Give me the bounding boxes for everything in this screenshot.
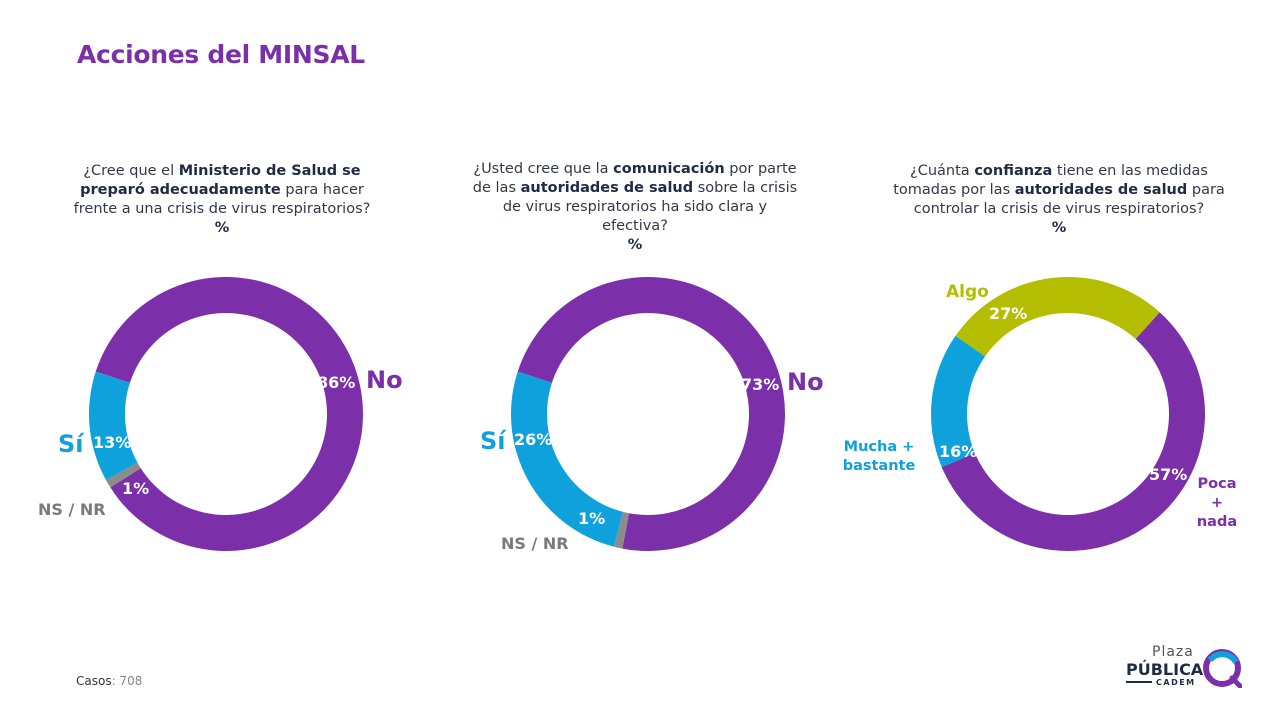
question-3-text-a: ¿Cuánta (910, 163, 975, 179)
question-3-text-b: tiene en las medidas tomadas por las (893, 163, 1208, 198)
chart-3-label-mucha: Mucha + bastante (842, 439, 916, 474)
question-1-text-b: para hacer frente a una crisis de virus … (73, 182, 371, 217)
chart-2-value-no: 73% (741, 375, 780, 394)
donut-chart-2 (511, 277, 785, 551)
question-2-text-b: por parte de las (472, 161, 797, 196)
question-2-text-c: sobre la crisis de virus respiratorios h… (502, 180, 798, 234)
chart-3-value-algo: 27% (989, 304, 1028, 323)
chart-1-label-nsnr: NS / NR (38, 500, 106, 519)
plaza-publica-logo: Plaza PÚBLICA CADEM (1122, 644, 1252, 690)
chart-1-value-no: 86% (317, 373, 356, 392)
chart-2-label-nsnr: NS / NR (501, 534, 569, 553)
chart-3-label-algo: Algo (946, 282, 989, 302)
sample-size: Casos: 708 (76, 674, 142, 688)
question-1-bold-a: Ministerio de Salud se preparó adecuadam… (80, 163, 361, 198)
chart-1-value-nsnr: 1% (122, 479, 150, 498)
question-2-text-a: ¿Usted cree que la (473, 161, 614, 177)
donut-chart-1 (89, 277, 363, 551)
question-3-bold-b: autoridades de salud (1014, 182, 1188, 198)
question-1-unit: % (214, 220, 230, 236)
chart-3-label-poca: Poca + nada (1196, 476, 1238, 530)
question-2-unit: % (627, 237, 643, 253)
page-title: Acciones del MINSAL (77, 40, 365, 69)
chart-2-value-si: 26% (514, 430, 553, 449)
chart-3-value-poca: 57% (1149, 465, 1188, 484)
question-2-bold-a: comunicación (613, 161, 725, 177)
donut-1-slice-no (95, 277, 363, 551)
question-1-text-a: ¿Cree que el (83, 163, 179, 179)
logo-mark-icon (1203, 649, 1242, 688)
chart-2-label-si: Sí (480, 427, 506, 455)
chart-2-value-nsnr: 1% (578, 509, 606, 528)
donut-3-slice-algo (955, 277, 1160, 357)
donut-chart-3 (931, 277, 1205, 551)
chart-1-label-no: No (366, 366, 403, 394)
chart-3-value-mucha: 16% (939, 442, 978, 461)
donut-1-slice-ns-nr (105, 462, 141, 488)
chart-1-label-si: Sí (58, 430, 84, 458)
question-2-bold-b: autoridades de salud (520, 180, 694, 196)
logo-underline (1126, 681, 1152, 683)
question-3: ¿Cuánta confianza tiene en las medidas t… (880, 162, 1238, 238)
question-3-text-c: para controlar la crisis de virus respir… (913, 182, 1225, 217)
donut-1-slice-sí (89, 371, 138, 481)
chart-1-value-si: 13% (93, 433, 132, 452)
chart-2-label-no: No (787, 368, 824, 396)
casos-label: Casos (76, 674, 112, 688)
question-3-unit: % (1051, 220, 1067, 236)
logo-line-3: CADEM (1156, 678, 1196, 687)
donut-3-slice-poca-nada (941, 312, 1205, 551)
donut-2-slice-ns-nr (613, 511, 630, 549)
question-2: ¿Usted cree que la comunicación por part… (470, 160, 800, 255)
question-1: ¿Cree que el Ministerio de Salud se prep… (57, 162, 387, 238)
casos-value: : 708 (111, 674, 143, 688)
donut-3-slice-mucha-bastante (931, 335, 986, 468)
logo-line-1: Plaza (1152, 644, 1194, 660)
donut-2-slice-sí (511, 371, 623, 547)
logo-line-2: PÚBLICA (1126, 660, 1204, 679)
question-3-bold-a: confianza (974, 163, 1053, 179)
